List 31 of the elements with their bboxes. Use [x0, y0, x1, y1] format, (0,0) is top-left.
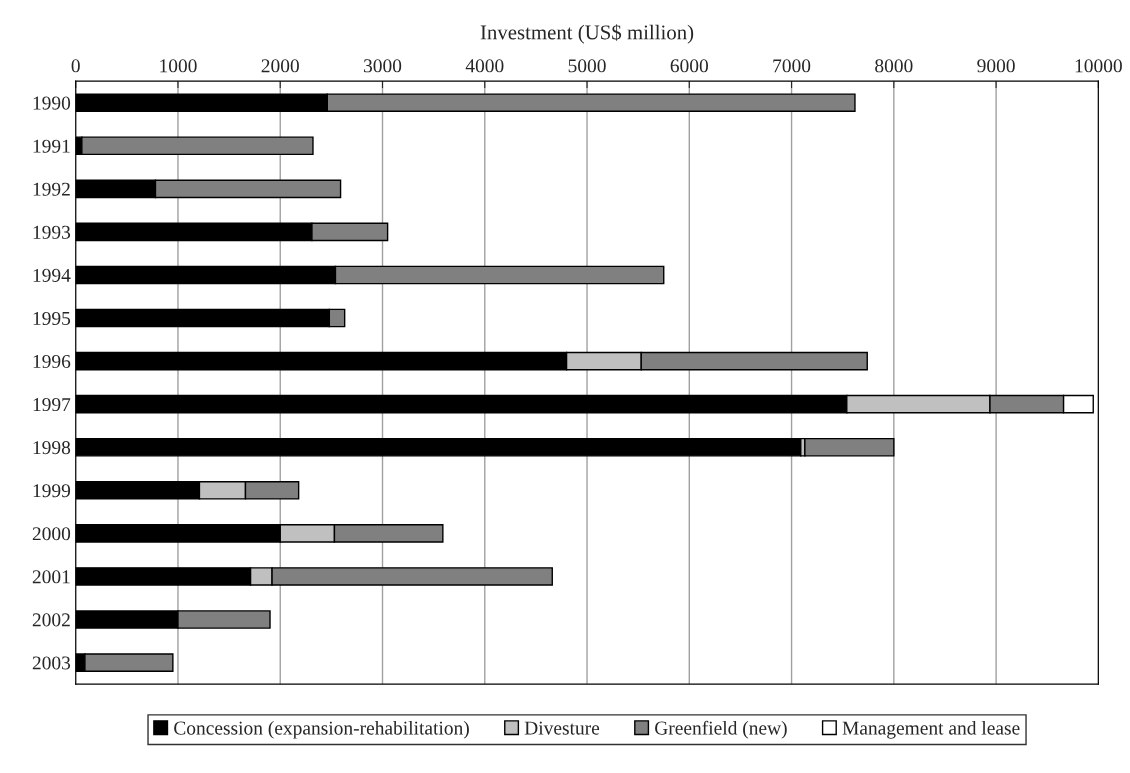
x-tick-label: 4000	[465, 59, 504, 73]
y-tick-label: 1999	[33, 484, 71, 498]
y-tick-label: 1991	[33, 139, 70, 153]
y-tick-label: 2002	[32, 613, 70, 627]
x-tick-label: 6000	[670, 59, 708, 73]
x-tick-label: 3000	[363, 59, 402, 73]
y-tick-label: 1990	[33, 96, 71, 110]
y-tick-label: 2001	[32, 570, 70, 584]
bar	[804, 437, 895, 457]
legend-label: Concession (expansion-rehabilitation)	[174, 720, 469, 739]
x-tick-label: 8000	[875, 59, 913, 73]
y-tick-label: 1994	[33, 268, 71, 282]
y-tick-label: 1995	[33, 311, 71, 325]
y-tick-label: 1997	[33, 398, 71, 412]
x-axis-title: Investment (US$ million)	[480, 24, 694, 44]
legend-label: Divesture	[524, 721, 600, 735]
x-tick-label: 5000	[568, 59, 606, 73]
legend-label: Greenfield (new)	[655, 720, 787, 739]
y-tick-label: 1998	[33, 441, 71, 455]
x-tick-label: 9000	[977, 59, 1015, 73]
x-tick-label: 2000	[261, 59, 299, 73]
x-tick-label: 7000	[773, 59, 811, 73]
x-tick-label: 0	[71, 59, 80, 73]
y-tick-label: 1992	[33, 182, 70, 196]
y-tick-label: 2000	[32, 527, 71, 541]
y-tick-label: 1993	[33, 225, 71, 239]
x-tick-label: 1000	[160, 59, 197, 73]
legend-label: Management and lease	[842, 720, 1020, 739]
y-tick-label: 2003	[32, 656, 71, 670]
x-tick-label: 10000	[1075, 59, 1122, 73]
y-tick-label: 1996	[33, 354, 71, 369]
